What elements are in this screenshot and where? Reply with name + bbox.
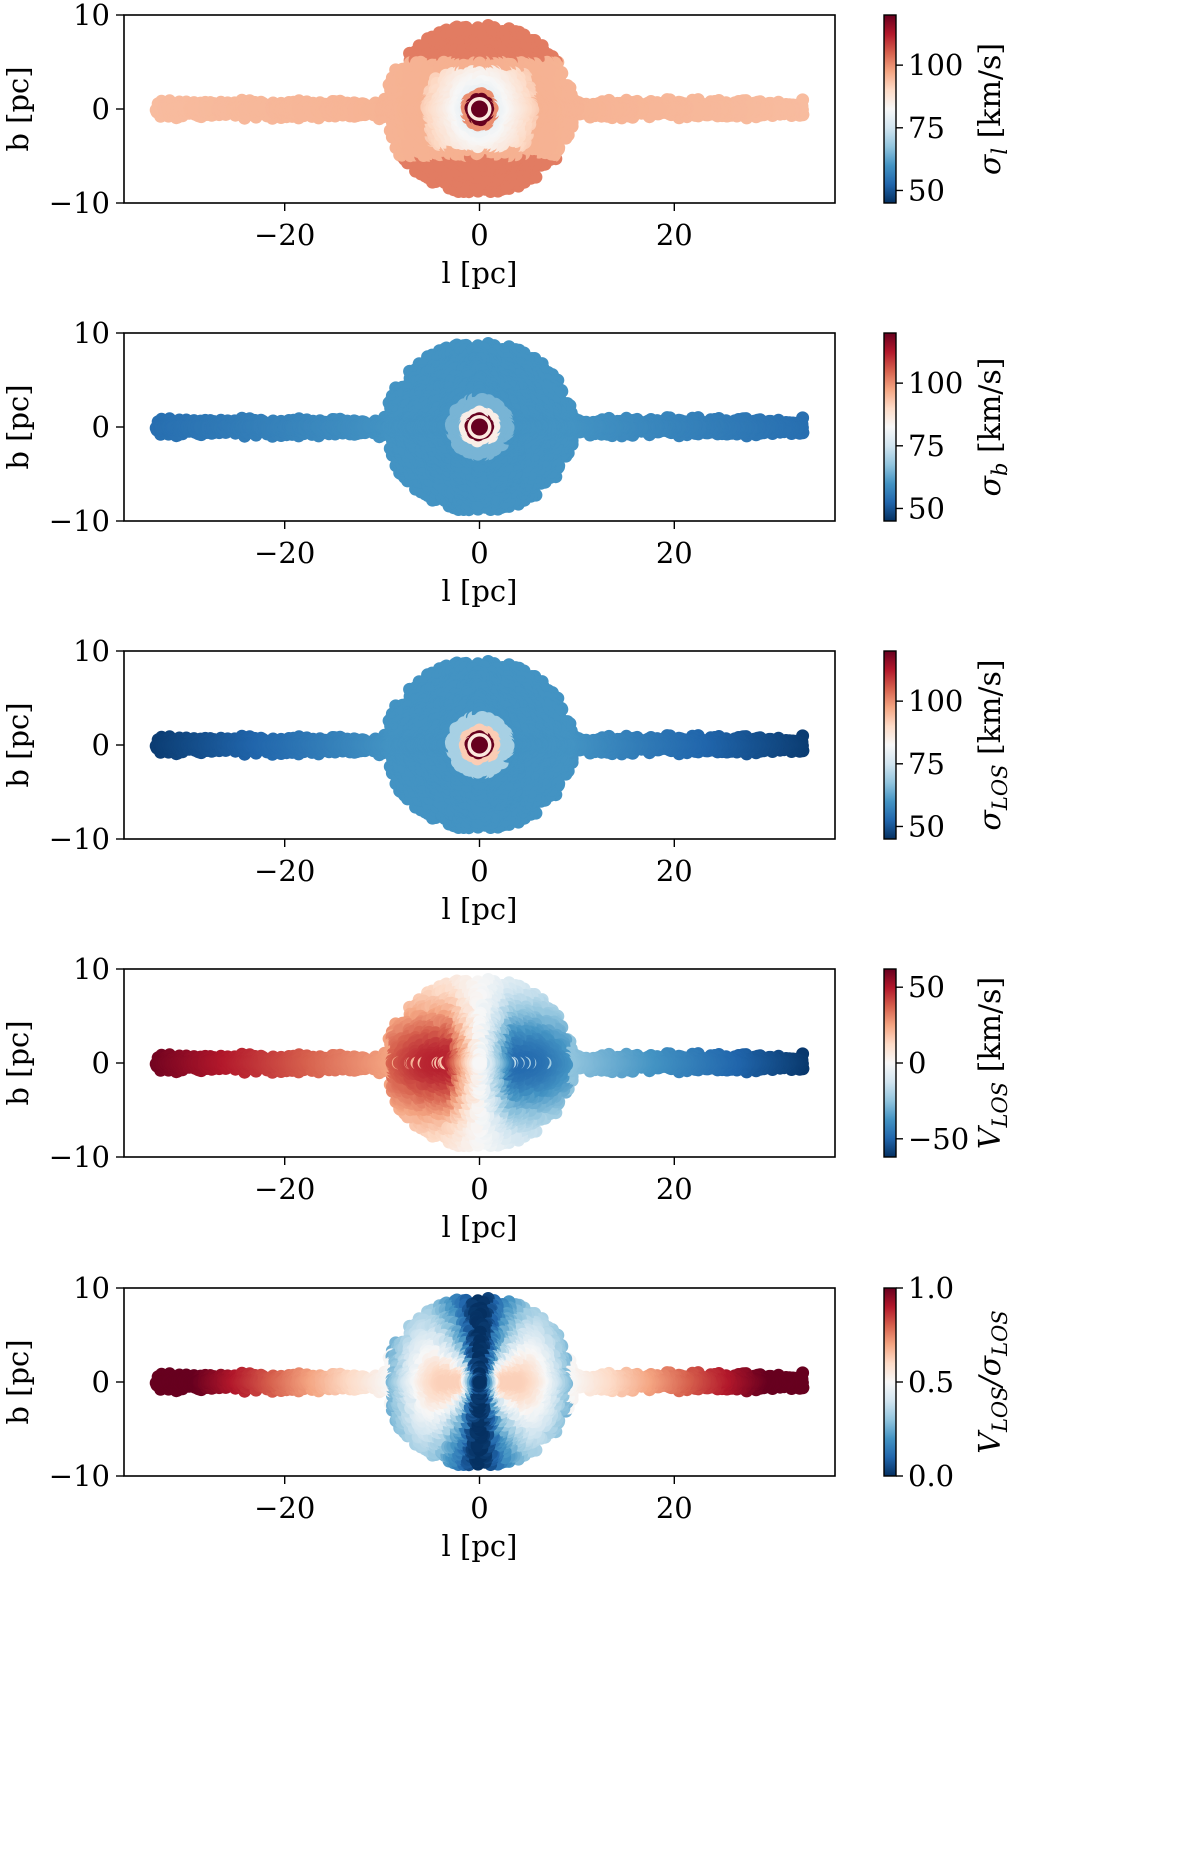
x-axis-label: l [pc] — [442, 256, 518, 290]
x-tick-label: 20 — [656, 218, 693, 252]
y-tick-label: −10 — [49, 186, 110, 220]
colorbar-label: σl [km/s] — [973, 43, 1012, 175]
colorbar-tick-label: 75 — [908, 111, 945, 145]
y-tick-label: 0 — [92, 92, 110, 126]
colorbar-tick-label: 50 — [908, 173, 945, 207]
colorbar-tick-label: 100 — [908, 48, 963, 82]
panel-1: −20 0 20 −10 0 10 l [pc] b [pc] 50 75 100 σl [km/s] — [1, 0, 1012, 290]
center-point — [471, 101, 488, 118]
x-tick-label: 0 — [470, 218, 488, 252]
colorbar — [884, 15, 896, 203]
y-axis-label: b [pc] — [1, 66, 35, 151]
x-tick-label: −20 — [254, 218, 315, 252]
y-tick-label: 10 — [73, 0, 110, 32]
